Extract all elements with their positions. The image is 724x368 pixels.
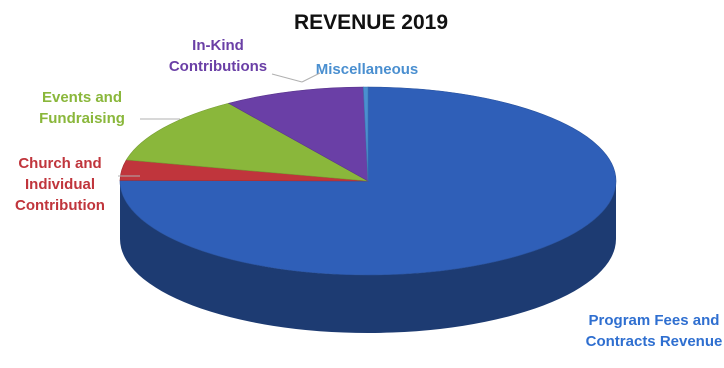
slice-label-2: Events and Fundraising xyxy=(39,89,125,127)
leader-line-4 xyxy=(301,72,321,83)
pie-slice-2 xyxy=(125,102,369,182)
slice-label-3: In-Kind Contributions xyxy=(169,37,267,75)
slice-label-4: Miscellaneous xyxy=(316,61,419,78)
chart-title: REVENUE 2019 xyxy=(294,11,448,34)
slice-label-0: Program Fees and Contracts Revenue xyxy=(586,312,723,350)
leader-line-3 xyxy=(271,73,303,83)
pie-slice-3 xyxy=(227,86,369,182)
pie-slice-4 xyxy=(363,86,369,182)
slice-label-1: Church and Individual Contribution xyxy=(15,155,105,214)
pie-side-0 xyxy=(120,181,616,333)
pie-slice-0 xyxy=(119,86,617,276)
